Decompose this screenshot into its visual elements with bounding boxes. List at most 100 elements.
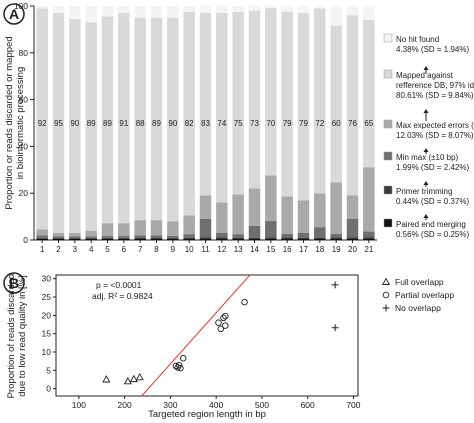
data-point [135, 372, 144, 381]
bar-segment [36, 8, 48, 230]
bar-data-label: 90 [168, 119, 177, 128]
bar-data-label: 95 [54, 119, 63, 128]
panel-b-x-tick-label: 600 [301, 400, 315, 410]
bar-segment [183, 6, 195, 12]
bar-data-label: 75 [234, 119, 243, 128]
panel-a-x-tick-label: 3 [73, 245, 78, 254]
bar-segment [69, 237, 81, 239]
panel-a-y-tick-label: 20 [19, 188, 29, 198]
legend-swatch [383, 218, 393, 228]
bar-data-label: 89 [103, 119, 112, 128]
bar-segment [118, 238, 130, 240]
data-point [241, 298, 248, 306]
panel-b-annotation: p = <0.0001 [96, 280, 142, 290]
bar-segment [265, 8, 277, 176]
bar-data-label: 89 [152, 119, 161, 128]
panel-b-y-tick-label: 25 [42, 292, 52, 302]
panel-a-x-tick-label: 7 [138, 245, 143, 254]
bar-segment [216, 237, 228, 239]
bar-segment [52, 237, 65, 239]
panel-b-annotation: adj. R² = 0.9824 [92, 291, 153, 301]
bar-segment [216, 5, 228, 13]
bar-segment [101, 16, 114, 224]
bar-segment [199, 237, 212, 239]
data-point [179, 354, 187, 362]
legend-label-line: Mapped against [396, 71, 454, 80]
bar-segment [330, 237, 342, 239]
bar-segment [69, 236, 81, 238]
bar-segment [118, 6, 130, 14]
bar-segment [363, 6, 375, 20]
panel-b-ylabel-line: Proportion of reads discarded [6, 274, 17, 399]
panel-b-legend: Full overlapp Partial overlapp No overlapp [381, 277, 454, 313]
bar-segment [363, 19, 375, 168]
bar-segment [199, 218, 212, 238]
bar-segment [314, 237, 326, 239]
legend-stat: 80.61% (SD = 9.84%) [396, 91, 474, 100]
legend-marker [382, 291, 390, 299]
bar-segment [85, 22, 97, 231]
bar-data-label: 89 [87, 119, 96, 128]
panel-a-x-tick-label: 8 [154, 245, 159, 254]
bar-segment [118, 223, 130, 237]
panel-a-x-tick-label: 9 [171, 245, 176, 254]
bar-segment [297, 237, 310, 239]
bar-segment [183, 11, 195, 216]
bar-segment [167, 238, 179, 240]
bar-segment [36, 238, 48, 240]
bar-segment [134, 235, 146, 238]
panel-a-x-tick-label: 2 [56, 245, 61, 254]
bar-data-label: 82 [185, 119, 194, 128]
bar-segment [199, 238, 212, 240]
legend-label-line: Min max (±10 bp) [396, 153, 459, 162]
panel-a-bars: 92 95 90 89 89 91 88 89 90 82 83 74 75 73 70 79 79 72 60 76… [36, 5, 375, 240]
data-point [217, 325, 224, 333]
panel-a-x-tick-label: 14 [250, 245, 259, 254]
bar-segment [346, 237, 359, 239]
panel-b-y-tick-label: 15 [42, 329, 52, 339]
panel-a-letter: A [9, 6, 19, 22]
panel-a-badge [3, 3, 25, 25]
bar-segment [314, 6, 326, 9]
bar-segment [150, 235, 163, 238]
panel-b-y-tick-label: 5 [46, 365, 51, 375]
legend-swatch [383, 151, 393, 161]
bar-segment [101, 6, 114, 17]
panel-a-x-tick-label: 1 [40, 245, 45, 254]
panel-a-x-tick-label: 18 [315, 245, 324, 254]
bar-segment [232, 234, 244, 238]
legend-label: No overlapp [395, 303, 441, 313]
bar-segment [69, 232, 81, 237]
bar-segment [265, 175, 277, 222]
bar-segment [265, 221, 277, 238]
bar-segment [248, 237, 261, 239]
bar-segment [101, 238, 114, 240]
data-point [129, 374, 138, 383]
panel-b-ylabel-line: due to low read quality in [%] [17, 275, 28, 396]
bar-segment [330, 6, 342, 26]
bar-data-label: 91 [119, 119, 128, 128]
panel-b-x-tick-label: 700 [346, 400, 360, 410]
bar-segment [101, 236, 114, 238]
bar-segment [134, 17, 146, 221]
bar-segment [363, 231, 375, 238]
bar-segment [346, 15, 359, 196]
bar-segment [167, 237, 179, 239]
legend-marker [382, 304, 390, 312]
bar-segment [297, 13, 310, 201]
panel-b-y-tick-label: 20 [42, 310, 52, 320]
bar-segment [232, 6, 244, 12]
legend-label-line: No hit found [396, 35, 439, 44]
panel-a-ylabel-line: Proportion or reads discarded or mapped [4, 36, 15, 209]
legend-swatch [383, 33, 393, 43]
panel-a-x-tick-label: 13 [234, 245, 243, 254]
panel-a-x-tick-label: 6 [122, 245, 127, 254]
bar-segment [199, 195, 212, 219]
legend-swatch [383, 69, 393, 79]
bar-segment [134, 238, 146, 240]
bar-segment [52, 238, 65, 240]
bar-segment [330, 238, 342, 240]
legend-arrow-head [423, 214, 429, 218]
bar-segment [330, 25, 342, 183]
